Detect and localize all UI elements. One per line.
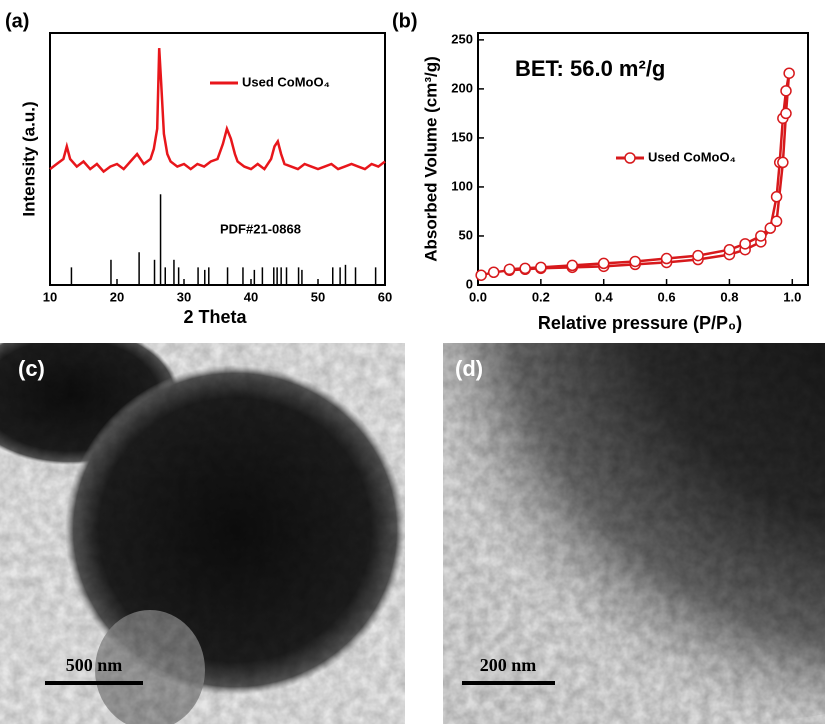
data-point	[777, 156, 789, 169]
panel-label: (a)	[5, 10, 29, 32]
data-point	[723, 243, 736, 256]
data-point	[475, 269, 487, 281]
data-point	[487, 266, 500, 279]
y-tick-label: 150	[451, 129, 473, 144]
plot-frame	[49, 32, 386, 286]
legend-marker	[624, 152, 636, 164]
y-tick-label: 50	[459, 227, 473, 242]
data-line	[49, 48, 386, 174]
x-tick-label: 30	[177, 289, 191, 304]
data-point	[780, 107, 792, 120]
y-tick-label: 200	[451, 80, 473, 95]
x-tick-label: 0.2	[532, 289, 550, 304]
tem-image-c	[0, 343, 405, 724]
panel-label: (d)	[455, 356, 483, 381]
x-tick-label: 0.0	[469, 289, 487, 304]
data-point	[503, 263, 516, 276]
data-point	[764, 222, 777, 234]
y-axis-label: Intensity (a.u.)	[19, 101, 38, 216]
annotation: BET: 56.0 m²/g	[515, 56, 665, 81]
data-point	[739, 238, 751, 250]
tem-image-d	[443, 343, 825, 724]
x-tick-label: 0.8	[720, 289, 738, 304]
x-tick-label: 10	[43, 289, 57, 304]
data-point	[783, 67, 795, 79]
data-point	[629, 255, 641, 268]
scale-bar	[45, 681, 143, 685]
y-tick-label: 0	[466, 276, 473, 291]
data-point	[692, 249, 704, 262]
legend-label: Used CoMoO₄	[242, 74, 330, 89]
data-point	[755, 230, 767, 242]
scale-bar-label: 200 nm	[480, 655, 537, 675]
panel-label: (c)	[18, 356, 45, 381]
x-tick-label: 0.6	[658, 289, 676, 304]
scale-bar	[462, 681, 555, 685]
x-axis-label: 2 Theta	[183, 307, 247, 327]
data-point	[770, 215, 783, 228]
data-point	[770, 191, 783, 203]
plot-frame	[477, 32, 809, 286]
legend-label: Used CoMoO₄	[648, 149, 736, 164]
data-point	[780, 85, 792, 97]
scale-bar-label: 500 nm	[66, 655, 123, 675]
reference-label: PDF#21-0868	[220, 221, 301, 236]
y-tick-label: 100	[451, 178, 473, 193]
x-tick-label: 1.0	[783, 289, 801, 304]
x-tick-label: 20	[110, 289, 124, 304]
x-axis-label: Relative pressure (P/P₀)	[538, 313, 742, 333]
x-tick-label: 40	[244, 289, 258, 304]
data-point	[566, 259, 579, 272]
data-point	[519, 262, 531, 275]
y-tick-label: 250	[451, 31, 473, 46]
panel-label: (b)	[392, 10, 418, 32]
x-tick-label: 50	[311, 289, 325, 304]
x-tick-label: 0.4	[595, 289, 614, 304]
x-tick-label: 60	[378, 289, 392, 304]
data-point	[597, 257, 610, 270]
y-axis-label: Absorbed Volume (cm³/g)	[421, 56, 440, 262]
data-point	[535, 261, 547, 274]
data-point	[660, 252, 673, 265]
